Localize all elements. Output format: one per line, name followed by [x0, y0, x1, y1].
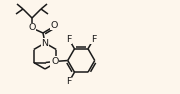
Text: O: O	[51, 57, 58, 66]
Text: N: N	[42, 39, 48, 47]
Text: F: F	[91, 34, 96, 44]
Text: F: F	[66, 34, 72, 44]
Text: O: O	[50, 20, 58, 30]
Text: O: O	[28, 24, 36, 33]
Text: F: F	[66, 77, 72, 86]
